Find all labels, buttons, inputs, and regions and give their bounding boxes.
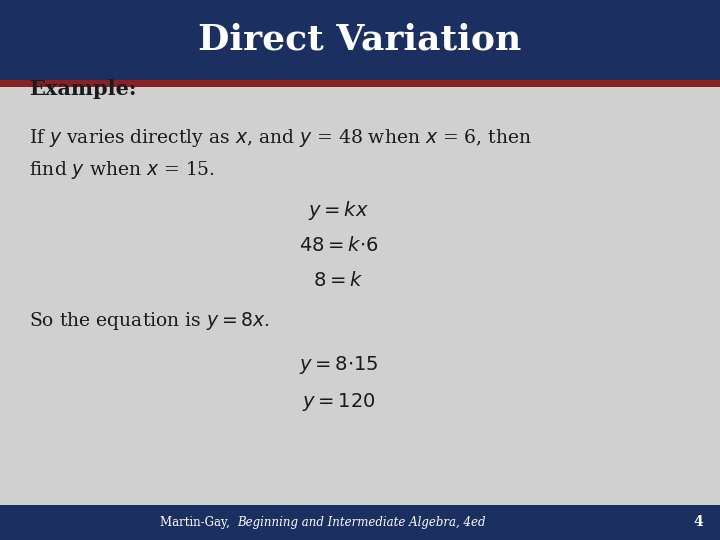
Text: Martin-Gay,: Martin-Gay, (161, 516, 238, 529)
Text: Direct Variation: Direct Variation (198, 23, 522, 57)
Text: find $y$ when $x$ = 15.: find $y$ when $x$ = 15. (29, 159, 215, 181)
Text: So the equation is $y = 8x$.: So the equation is $y = 8x$. (29, 310, 269, 332)
Text: 4: 4 (693, 516, 703, 529)
Text: $48 = k{\cdot}6$: $48 = k{\cdot}6$ (299, 236, 378, 255)
Bar (0, 80, 720, 87)
Text: $y = 8{\cdot}15$: $y = 8{\cdot}15$ (299, 354, 378, 375)
Text: $8 = k$: $8 = k$ (313, 271, 364, 291)
Text: If $y$ varies directly as $x$, and $y$ = 48 when $x$ = 6, then: If $y$ varies directly as $x$, and $y$ =… (29, 127, 532, 148)
Bar (0, 505, 720, 540)
Text: Beginning and Intermediate Algebra, 4ed: Beginning and Intermediate Algebra, 4ed (238, 516, 486, 529)
Text: $y = kx$: $y = kx$ (308, 199, 369, 222)
Text: Example:: Example: (29, 79, 136, 99)
Bar (0, 0, 720, 80)
Text: $y = 120$: $y = 120$ (302, 392, 375, 413)
